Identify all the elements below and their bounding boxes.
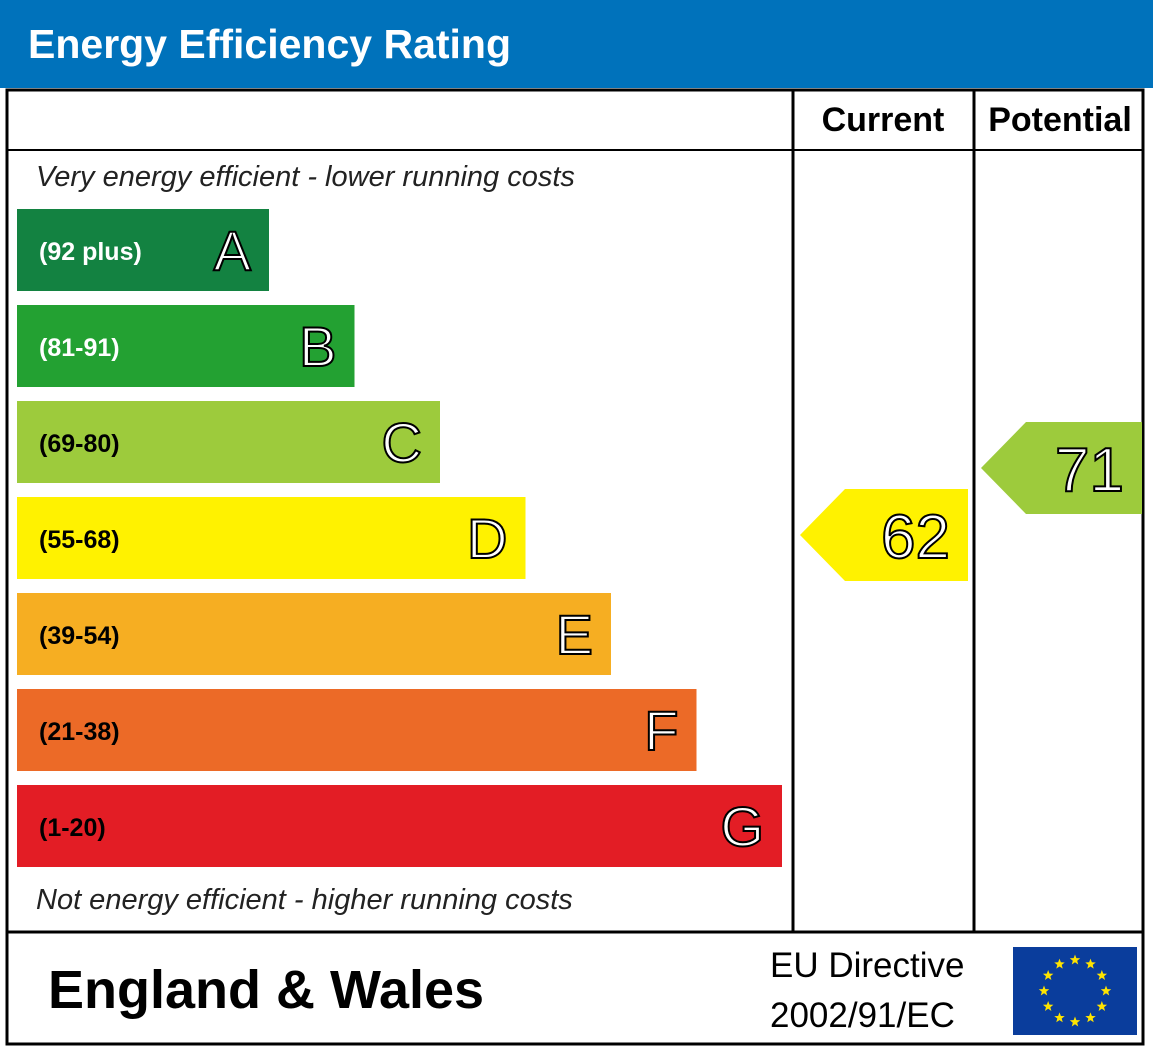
region-label: England & Wales xyxy=(48,960,484,1020)
eu-star xyxy=(1096,970,1108,980)
band-bar-b xyxy=(17,305,355,387)
potential-rating-arrow-shape xyxy=(981,422,1142,514)
band-bar-a xyxy=(17,209,269,291)
top-note: Very energy efficient - lower running co… xyxy=(36,161,575,193)
eu-star xyxy=(1100,985,1112,996)
band-letter-e: E xyxy=(556,603,593,666)
band-letter-d: D xyxy=(467,507,507,570)
band-letter-g: G xyxy=(720,795,764,858)
band-f: (21-38) F xyxy=(17,689,697,771)
eu-star xyxy=(1069,954,1081,965)
band-b: (81-91) B xyxy=(17,305,355,387)
eu-star xyxy=(1054,958,1065,969)
directive-line-2: 2002/91/EC xyxy=(770,996,955,1035)
current-rating-arrow-shape xyxy=(800,489,968,581)
potential-rating-arrow-value: 71 xyxy=(1055,436,1124,505)
band-letter-f: F xyxy=(644,699,678,762)
column-current-heading: Current xyxy=(822,101,945,139)
band-letter-a: A xyxy=(214,219,252,282)
current-rating-arrow-value: 62 xyxy=(881,503,950,572)
chart-frame xyxy=(5,88,1145,1046)
rating-bands: (92 plus) A (81-91) B (69-80) C (55-68) D (39-54… xyxy=(17,209,782,867)
band-letter-c: C xyxy=(382,411,422,474)
eu-star xyxy=(1038,985,1050,996)
bottom-note: Not energy efficient - higher running co… xyxy=(36,884,573,916)
eu-star xyxy=(1085,1012,1096,1023)
potential-rating-arrow: 71 xyxy=(981,422,1142,514)
chart-title: Energy Efficiency Rating xyxy=(28,21,511,67)
band-range-f: (21-38) xyxy=(39,718,120,746)
band-letter-b: B xyxy=(299,315,336,378)
eu-star xyxy=(1085,958,1096,969)
eu-star xyxy=(1042,970,1054,980)
band-a: (92 plus) A xyxy=(17,209,269,291)
band-d: (55-68) D xyxy=(17,497,526,579)
band-c: (69-80) C xyxy=(17,401,440,483)
band-range-g: (1-20) xyxy=(39,814,106,842)
band-bar-f xyxy=(17,689,697,771)
band-range-e: (39-54) xyxy=(39,622,120,650)
eu-flag-stars xyxy=(1038,954,1112,1027)
column-potential-heading: Potential xyxy=(988,101,1132,139)
eu-star xyxy=(1096,1001,1108,1011)
band-e: (39-54) E xyxy=(17,593,611,675)
band-range-c: (69-80) xyxy=(39,430,120,458)
current-rating-arrow: 62 xyxy=(800,489,968,581)
band-bar-c xyxy=(17,401,440,483)
band-bar-g xyxy=(17,785,782,867)
directive-line-1: EU Directive xyxy=(770,946,964,985)
band-bar-e xyxy=(17,593,611,675)
band-range-a: (92 plus) xyxy=(39,238,142,266)
eu-star xyxy=(1069,1016,1081,1027)
header-bar xyxy=(0,0,1153,88)
eu-star xyxy=(1054,1012,1065,1023)
band-bar-d xyxy=(17,497,526,579)
band-range-d: (55-68) xyxy=(39,526,120,554)
rating-arrows: 62 71 xyxy=(800,422,1142,581)
band-range-b: (81-91) xyxy=(39,334,120,362)
eu-star xyxy=(1042,1001,1054,1011)
band-g: (1-20) G xyxy=(17,785,782,867)
